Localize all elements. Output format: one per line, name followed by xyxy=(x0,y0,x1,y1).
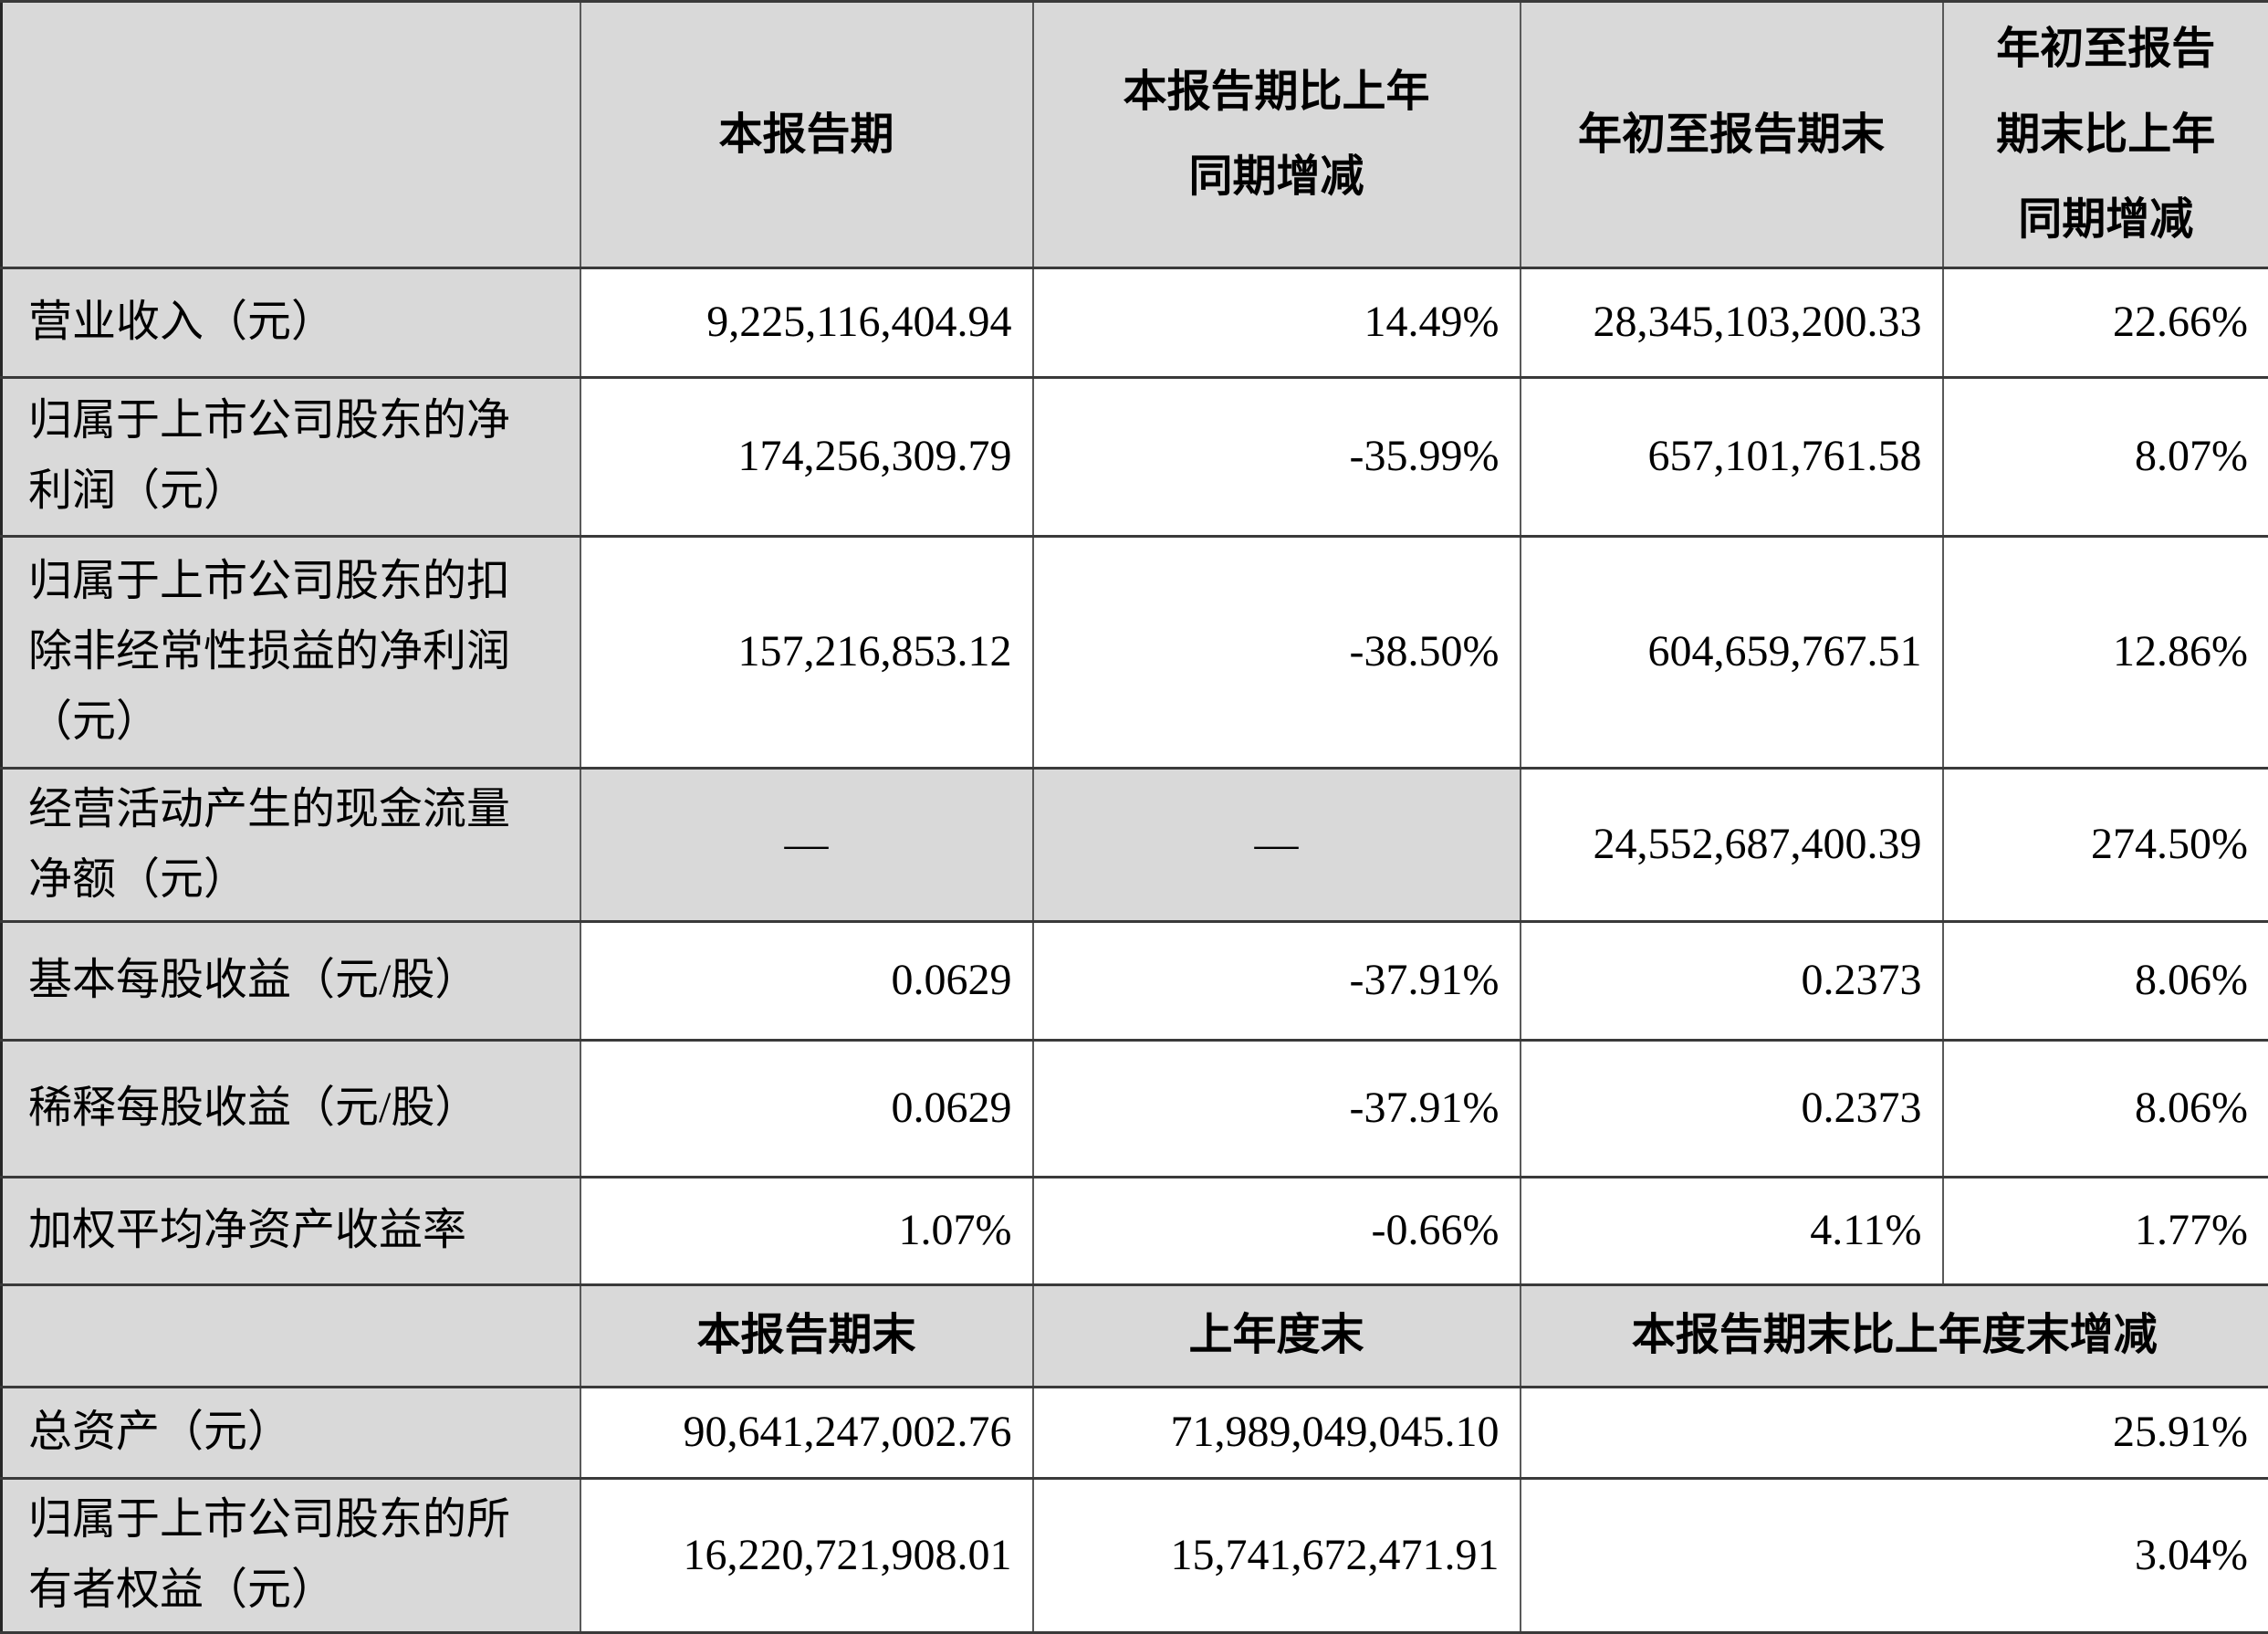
header-period-end-change: 本报告期末比上年度末增减 xyxy=(1521,1285,2268,1388)
cell-yoy: -37.91% xyxy=(1033,922,1521,1041)
table-row-revenue: 营业收入（元） 9,225,116,404.94 14.49% 28,345,1… xyxy=(2,267,2268,377)
row-label: 稀释每股收益（元/股） xyxy=(2,1041,580,1178)
table-row-diluted-eps: 稀释每股收益（元/股） 0.0629 -37.91% 0.2373 8.06% xyxy=(2,1041,2268,1178)
table-row-equity: 归属于上市公司股东的所 有者权益（元） 16,220,721,908.01 15… xyxy=(2,1479,2268,1633)
cell-ytd-yoy: 8.07% xyxy=(1943,377,2268,536)
cell-yoy: -38.50% xyxy=(1033,536,1521,768)
cell-ytd-yoy: 12.86% xyxy=(1943,536,2268,768)
cell-ytd: 604,659,767.51 xyxy=(1521,536,1943,768)
cell-ytd-yoy: 274.50% xyxy=(1943,768,2268,922)
cell-period-end: 16,220,721,908.01 xyxy=(580,1479,1033,1633)
row-label: 营业收入（元） xyxy=(2,267,580,377)
cell-ytd-yoy: 22.66% xyxy=(1943,267,2268,377)
table-row-net-profit: 归属于上市公司股东的净 利润（元） 174,256,309.79 -35.99%… xyxy=(2,377,2268,536)
cell-change: 25.91% xyxy=(1521,1388,2268,1479)
cell-ytd: 24,552,687,400.39 xyxy=(1521,768,1943,922)
cell-ytd-yoy: 1.77% xyxy=(1943,1178,2268,1285)
cell-current: 174,256,309.79 xyxy=(580,377,1033,536)
header2-corner-cell xyxy=(2,1285,580,1388)
cell-yoy: -0.66% xyxy=(1033,1178,1521,1285)
header-corner-cell xyxy=(2,2,580,268)
cell-current: 0.0629 xyxy=(580,1041,1033,1178)
header-prev-year-end: 上年度末 xyxy=(1033,1285,1521,1388)
cell-prev-year-end: 71,989,049,045.10 xyxy=(1033,1388,1521,1479)
cell-yoy-dash: — xyxy=(1033,768,1521,922)
cell-ytd: 28,345,103,200.33 xyxy=(1521,267,1943,377)
cell-ytd: 657,101,761.58 xyxy=(1521,377,1943,536)
cell-ytd-yoy: 8.06% xyxy=(1943,922,2268,1041)
table-row-deducted-net-profit: 归属于上市公司股东的扣 除非经常性损益的净利润 （元） 157,216,853.… xyxy=(2,536,2268,768)
row-label: 归属于上市公司股东的净 利润（元） xyxy=(2,377,580,536)
header-row-period: 本报告期 本报告期比上年 同期增减 年初至报告期末 年初至报告 期末比上年 同期… xyxy=(2,2,2268,268)
row-label: 基本每股收益（元/股） xyxy=(2,922,580,1041)
cell-current: 157,216,853.12 xyxy=(580,536,1033,768)
cell-current: 0.0629 xyxy=(580,922,1033,1041)
cell-yoy: -35.99% xyxy=(1033,377,1521,536)
header-row-period-end: 本报告期末 上年度末 本报告期末比上年度末增减 xyxy=(2,1285,2268,1388)
header-ytd-yoy: 年初至报告 期末比上年 同期增减 xyxy=(1943,2,2268,268)
table-row-total-assets: 总资产（元） 90,641,247,002.76 71,989,049,045.… xyxy=(2,1388,2268,1479)
cell-current-dash: — xyxy=(580,768,1033,922)
cell-ytd: 0.2373 xyxy=(1521,1041,1943,1178)
header-current-period-yoy: 本报告期比上年 同期增减 xyxy=(1033,2,1521,268)
cell-change: 3.04% xyxy=(1521,1479,2268,1633)
cell-current: 1.07% xyxy=(580,1178,1033,1285)
row-label: 总资产（元） xyxy=(2,1388,580,1479)
cell-period-end: 90,641,247,002.76 xyxy=(580,1388,1033,1479)
cell-current: 9,225,116,404.94 xyxy=(580,267,1033,377)
table-row-weighted-avg-roe: 加权平均净资产收益率 1.07% -0.66% 4.11% 1.77% xyxy=(2,1178,2268,1285)
header-ytd: 年初至报告期末 xyxy=(1521,2,1943,268)
cell-ytd: 4.11% xyxy=(1521,1178,1943,1285)
table-row-operating-cash-flow: 经营活动产生的现金流量 净额（元） — — 24,552,687,400.39 … xyxy=(2,768,2268,922)
cell-ytd: 0.2373 xyxy=(1521,922,1943,1041)
cell-ytd-yoy: 8.06% xyxy=(1943,1041,2268,1178)
row-label: 加权平均净资产收益率 xyxy=(2,1178,580,1285)
header-period-end: 本报告期末 xyxy=(580,1285,1033,1388)
table-row-basic-eps: 基本每股收益（元/股） 0.0629 -37.91% 0.2373 8.06% xyxy=(2,922,2268,1041)
row-label: 归属于上市公司股东的扣 除非经常性损益的净利润 （元） xyxy=(2,536,580,768)
cell-yoy: -37.91% xyxy=(1033,1041,1521,1178)
cell-yoy: 14.49% xyxy=(1033,267,1521,377)
header-current-period: 本报告期 xyxy=(580,2,1033,268)
row-label: 归属于上市公司股东的所 有者权益（元） xyxy=(2,1479,580,1633)
row-label: 经营活动产生的现金流量 净额（元） xyxy=(2,768,580,922)
cell-prev-year-end: 15,741,672,471.91 xyxy=(1033,1479,1521,1633)
